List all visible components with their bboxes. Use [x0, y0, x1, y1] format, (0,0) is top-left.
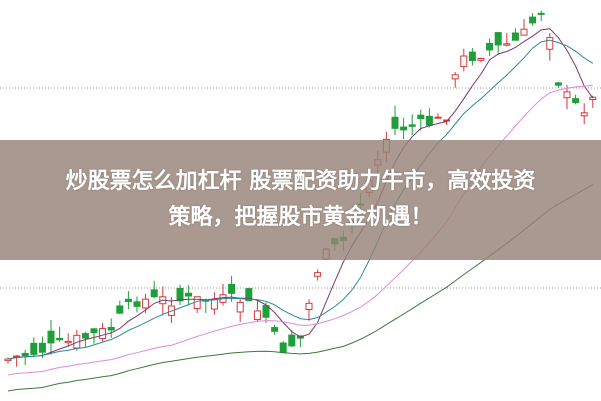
candle-down [245, 288, 253, 302]
headline-line-2: 策略，把握股市黄金机遇！ [168, 205, 433, 230]
candle-down [494, 32, 502, 46]
candle-up [210, 298, 218, 310]
candle-down [38, 342, 46, 353]
candle-up [236, 301, 244, 313]
candle-down [124, 298, 132, 303]
candle-down [425, 115, 433, 126]
candle-up [477, 58, 485, 61]
candle-down [529, 16, 537, 24]
candle-down [47, 330, 55, 344]
candle-up [451, 74, 459, 80]
candle-up [4, 358, 12, 362]
candle-down [133, 301, 141, 307]
candle-down [417, 114, 425, 120]
candle-down [30, 342, 38, 355]
headline-banner: 炒股票怎么加杠杆 股票配资助力牛市，高效投资 策略，把握股市黄金机遇！ [0, 140, 601, 260]
candle-down [511, 32, 519, 41]
candle-up [314, 272, 322, 277]
candle-up [64, 340, 72, 344]
candle-down [486, 42, 494, 51]
candle-down [21, 352, 29, 357]
candle-down [554, 82, 562, 86]
headline-line-1: 炒股票怎么加杠杆 股票配资助力牛市，高效投资 [65, 169, 536, 194]
ma10-line [7, 39, 594, 360]
candle-up [503, 43, 511, 46]
candle-up [563, 91, 571, 99]
candle-up [99, 328, 107, 340]
candle-down [288, 334, 296, 347]
candle-down [537, 12, 545, 15]
candle-down [56, 337, 64, 341]
candle-up [546, 37, 554, 50]
candle-down [228, 283, 236, 294]
candle-up [142, 298, 150, 309]
candle-down [90, 328, 98, 334]
candle-down [572, 98, 580, 103]
candle-down [468, 51, 476, 61]
candle-down [107, 326, 115, 331]
candle-down [271, 327, 279, 332]
candle-down [81, 333, 89, 339]
candle-down [262, 305, 270, 318]
candle-down [279, 342, 287, 353]
candle-up [460, 55, 468, 68]
candle-up [193, 296, 201, 310]
candle-down [400, 126, 408, 131]
candle-up [253, 310, 261, 321]
candle-up [305, 302, 313, 311]
candle-up [520, 28, 528, 36]
candle-down [408, 124, 416, 127]
candle-down [176, 287, 184, 302]
candle-down [116, 305, 124, 314]
candle-up [580, 112, 588, 117]
candle-down [150, 289, 158, 298]
ma5-line [7, 28, 594, 360]
candle-down [185, 292, 193, 297]
candle-up [434, 116, 442, 119]
candle-down [391, 116, 399, 129]
